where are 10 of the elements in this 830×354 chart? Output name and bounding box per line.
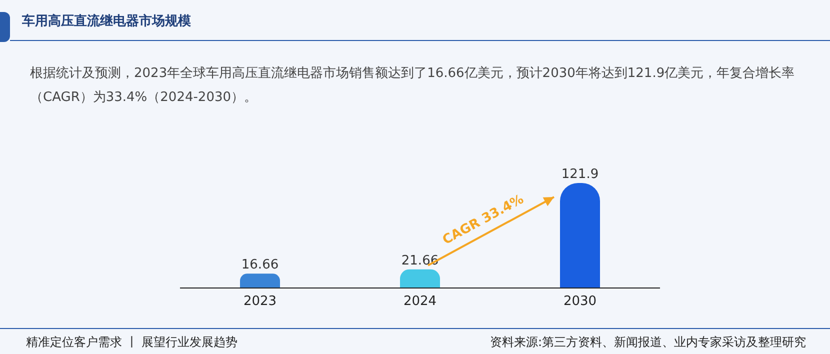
x-tick-label: 2023 [243, 294, 277, 310]
text: 资料来源:第三方资料、新闻报道、业内专家采访及整理研究 [490, 334, 806, 351]
x-tick-label: 2024 [403, 294, 437, 310]
x-tick-label: 2030 [563, 294, 597, 310]
chart-subtitle: 根据统计及预测，2023年全球车用高压直流继电器市场销售额达到了16.66亿美元，预计2030年将达到121.9亿美元，年复合增长率（CAGR）为33.4%（2024-2030）。 [30, 65, 796, 107]
data-label: 21.66 [401, 253, 439, 268]
text: 精准定位客户需求 丨 展望行业发展趋势 [26, 334, 238, 351]
data-label: 16.66 [241, 258, 279, 273]
data-label: 121.9 [561, 167, 599, 182]
chart-title: 车用高压直流继电器市场规模 [22, 12, 191, 30]
